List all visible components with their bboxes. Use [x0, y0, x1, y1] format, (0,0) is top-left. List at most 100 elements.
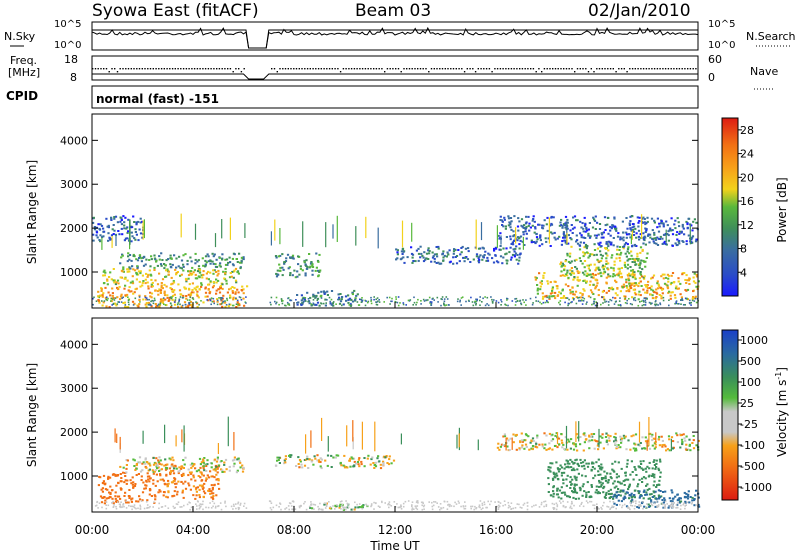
freq-point [430, 68, 433, 70]
heatmap-cell [291, 254, 295, 257]
heatmap-cell [583, 253, 586, 256]
heatmap-cell [623, 245, 626, 248]
heatmap-cell [347, 294, 350, 297]
heatmap-cell [135, 223, 138, 226]
heatmap-cell [679, 508, 682, 510]
heatmap-cell [554, 473, 557, 476]
heatmap-cell [379, 463, 382, 466]
heatmap-streak [352, 420, 354, 442]
heatmap-cell [119, 480, 122, 483]
freq-point [389, 68, 391, 70]
heatmap-cell [552, 490, 555, 493]
heatmap-cell [219, 285, 222, 288]
heatmap-cell [660, 275, 663, 278]
heatmap-cell [619, 238, 622, 241]
heatmap-cell [652, 240, 655, 243]
heatmap-cell [154, 484, 157, 487]
heatmap-cell [668, 449, 671, 452]
heatmap-cell [698, 505, 701, 508]
heatmap-cell [236, 271, 239, 274]
heatmap-cell [503, 435, 507, 438]
heatmap-cell [658, 479, 661, 482]
heatmap-cell [111, 294, 114, 297]
heatmap-cell [128, 303, 130, 306]
heatmap-cell [554, 291, 557, 294]
heatmap-cell [235, 471, 238, 474]
heatmap-cell [479, 500, 482, 502]
heatmap-cell [633, 261, 636, 264]
freq-point [452, 68, 455, 70]
heatmap-cell [207, 283, 210, 286]
heatmap-cell [313, 455, 316, 458]
heatmap-cell [505, 247, 508, 250]
heatmap-cell [459, 253, 462, 256]
heatmap-cell [378, 299, 380, 301]
heatmap-cell [650, 493, 653, 496]
freq-point [130, 68, 132, 70]
heatmap-cell [618, 256, 621, 259]
heatmap-cell [185, 297, 188, 300]
heatmap-cell [210, 297, 213, 299]
heatmap-cell [308, 458, 311, 461]
heatmap-cell [550, 215, 553, 218]
heatmap-cell [477, 261, 481, 264]
heatmap-cell [205, 477, 208, 480]
heatmap-cell [349, 465, 352, 468]
heatmap-cell [531, 505, 533, 508]
heatmap-cell [517, 229, 520, 232]
heatmap-cell [200, 282, 203, 285]
heatmap-cell [627, 486, 631, 489]
heatmap-cell [602, 477, 605, 479]
heatmap-cell [685, 282, 688, 284]
heatmap-cell [311, 263, 314, 266]
heatmap-cell [569, 487, 572, 489]
heatmap-cell [551, 232, 554, 235]
heatmap-cell [158, 507, 160, 510]
heatmap-cell [633, 243, 636, 246]
heatmap-cell [301, 301, 304, 304]
heatmap-cell [150, 300, 152, 303]
heatmap-cell [563, 467, 566, 470]
heatmap-cell [270, 502, 273, 504]
heatmap-cell [650, 277, 653, 280]
heatmap-cell [211, 260, 214, 263]
heatmap-cell [319, 457, 322, 460]
heatmap-cell [400, 250, 403, 253]
freq-point [298, 68, 300, 70]
heatmap-cell [510, 220, 513, 223]
heatmap-cell [564, 260, 567, 263]
heatmap-cell [650, 475, 654, 477]
heatmap-cell [423, 508, 425, 510]
heatmap-cell [107, 297, 109, 300]
heatmap-cell [673, 281, 676, 283]
heatmap-cell [625, 241, 628, 244]
heatmap-cell [206, 463, 209, 466]
heatmap-cell [437, 261, 440, 264]
heatmap-cell [599, 250, 602, 253]
heatmap-cell [122, 215, 125, 218]
heatmap-cell [361, 505, 364, 507]
heatmap-cell [682, 241, 685, 243]
heatmap-cell [138, 257, 141, 259]
heatmap-cell [166, 484, 169, 487]
nsky-tick-bottom: 10^0 [54, 40, 81, 51]
heatmap-cell [665, 243, 668, 246]
heatmap-cell [309, 506, 312, 509]
heatmap-cell [217, 478, 220, 480]
heatmap-cell [676, 243, 679, 246]
heatmap-cell [630, 500, 633, 502]
heatmap-cell [519, 239, 522, 242]
nave-trace [92, 73, 698, 80]
heatmap-cell [619, 259, 622, 262]
heatmap-cell [692, 220, 695, 223]
heatmap-cell [582, 483, 585, 486]
heatmap-cell [101, 294, 104, 297]
heatmap-cell [235, 258, 238, 260]
heatmap-cell [220, 468, 223, 471]
heatmap-cell [184, 487, 188, 490]
heatmap-cell [499, 445, 502, 448]
heatmap-cell [189, 299, 191, 301]
heatmap-cell [135, 467, 138, 470]
heatmap-cell [690, 301, 692, 304]
power-ylabel: Slant Range [km] [25, 160, 39, 264]
